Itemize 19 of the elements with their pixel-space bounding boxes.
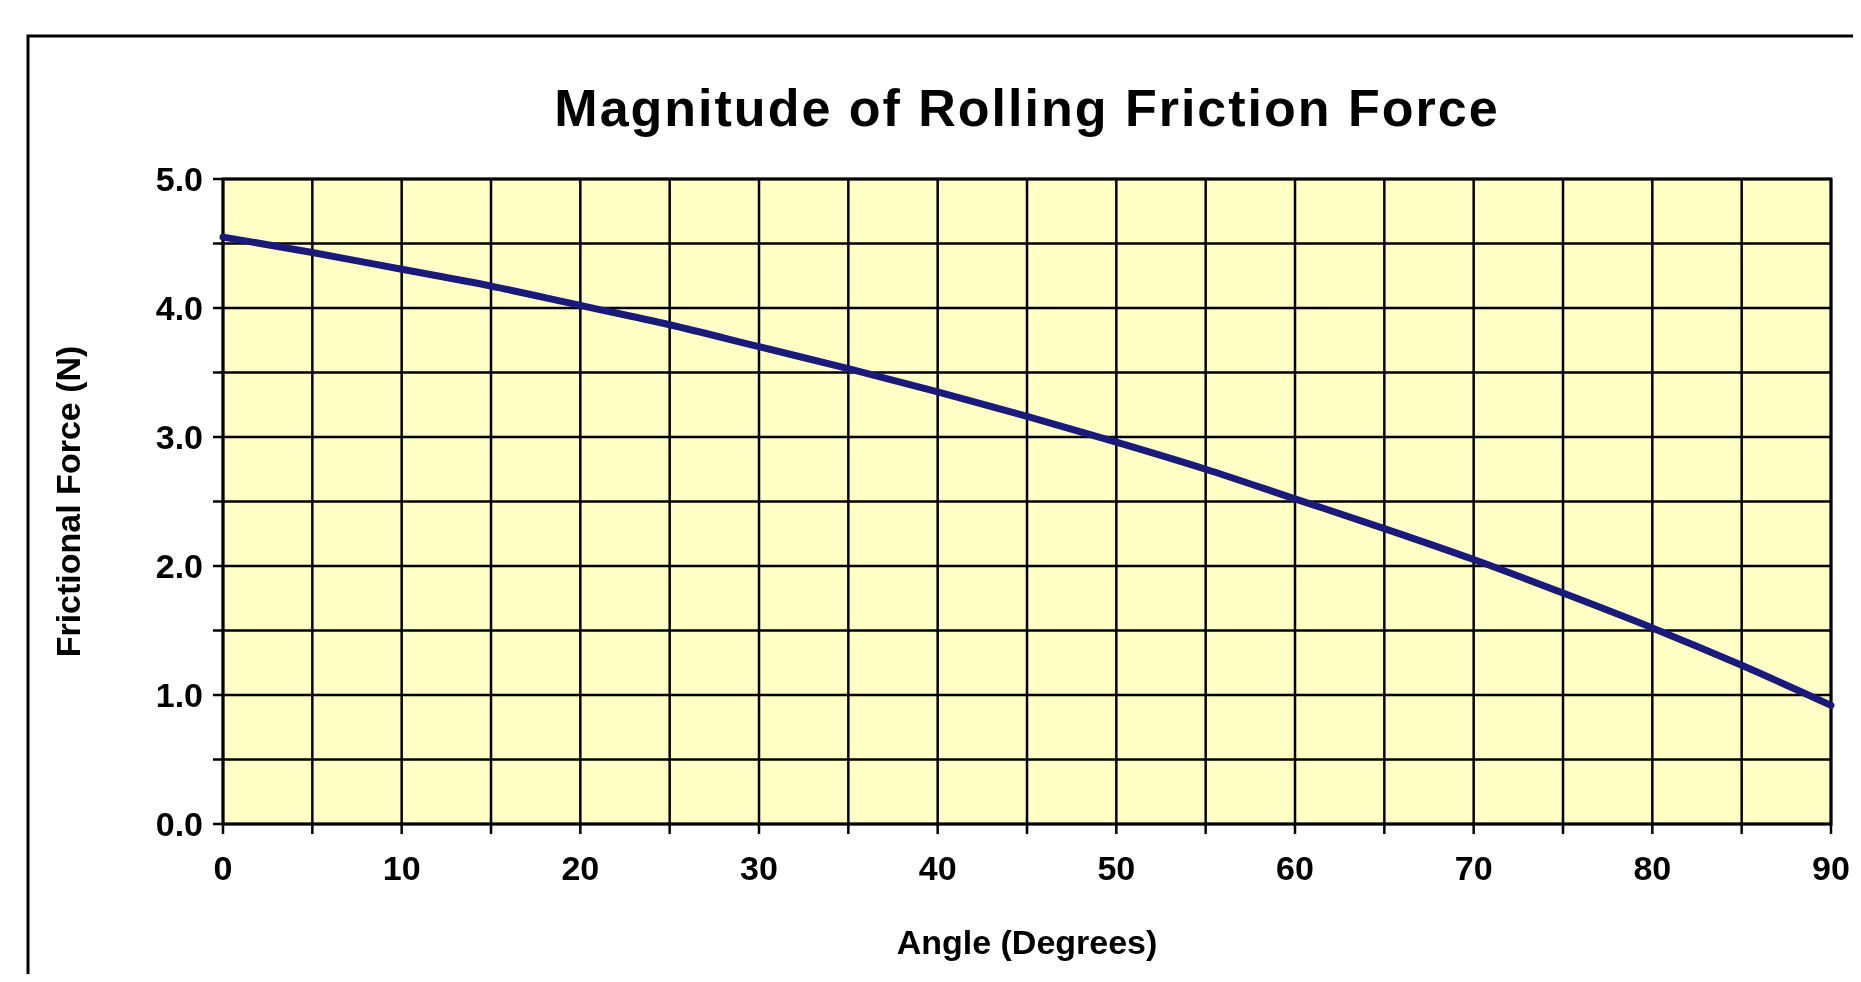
- x-tick-label: 90: [1812, 849, 1850, 887]
- y-tick-label: 2.0: [155, 547, 203, 585]
- y-tick-label: 3.0: [155, 418, 203, 456]
- chart-title: Magnitude of Rolling Friction Force: [554, 79, 1500, 137]
- x-tick-label: 60: [1276, 849, 1314, 887]
- x-tick-label: 40: [918, 849, 957, 887]
- y-tick-label: 0.0: [155, 805, 203, 843]
- x-axis-title: Angle (Degrees): [896, 923, 1158, 961]
- x-tick-label: 0: [213, 849, 233, 887]
- x-tick-label: 80: [1633, 849, 1672, 887]
- x-tick-label: 50: [1097, 849, 1136, 887]
- x-tick-label: 30: [740, 849, 778, 887]
- y-tick-label: 5.0: [155, 160, 203, 198]
- x-tick-label: 10: [382, 849, 421, 887]
- x-tick-label: 70: [1454, 849, 1493, 887]
- y-tick-label: 1.0: [155, 676, 203, 714]
- y-axis-title: Frictional Force (N): [49, 345, 87, 658]
- x-tick-label: 20: [561, 849, 600, 887]
- y-tick-label: 4.0: [155, 289, 203, 327]
